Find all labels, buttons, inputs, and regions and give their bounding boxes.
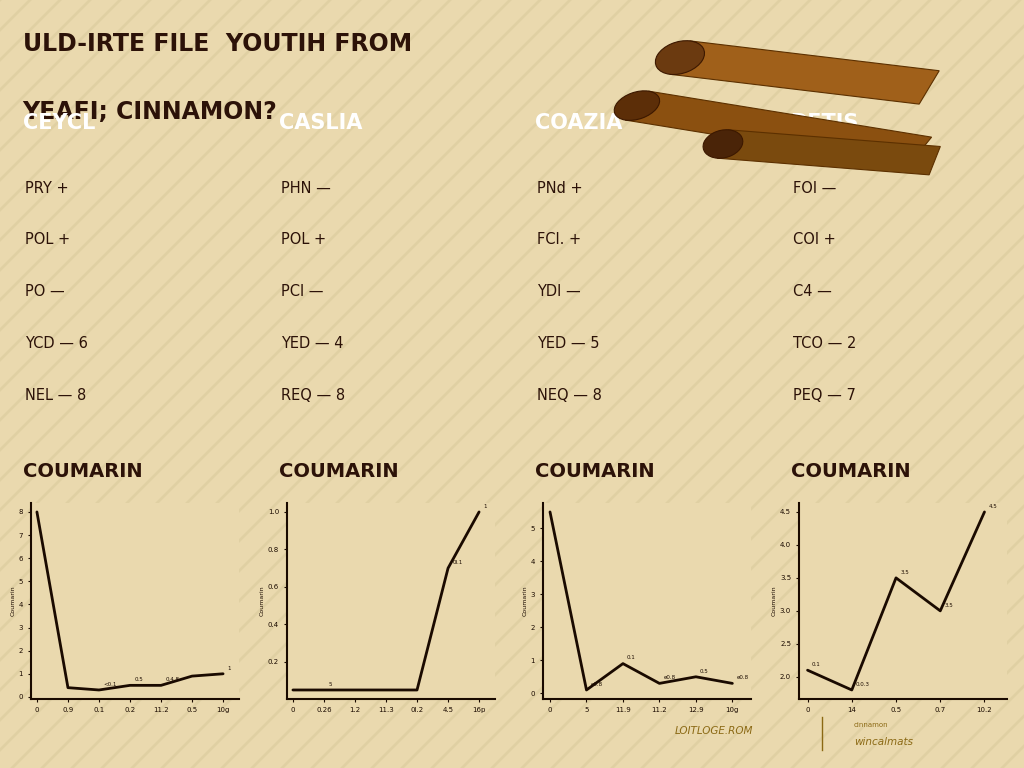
Text: TCO — 2: TCO — 2 <box>793 336 856 351</box>
Text: COUMARIN: COUMARIN <box>535 462 654 481</box>
Y-axis label: Coumarin: Coumarin <box>260 586 265 616</box>
Text: COUMARIN: COUMARIN <box>279 462 398 481</box>
Text: FCl. +: FCl. + <box>537 233 582 247</box>
Y-axis label: Coumarin: Coumarin <box>523 586 527 616</box>
Text: 3.5: 3.5 <box>900 570 909 574</box>
Text: COUMARIN: COUMARIN <box>791 462 910 481</box>
Text: 0.5: 0.5 <box>134 677 143 682</box>
Ellipse shape <box>614 91 659 121</box>
Y-axis label: Coumarin: Coumarin <box>11 586 15 616</box>
Text: 0l.1: 0l.1 <box>453 560 463 565</box>
Text: e0.8: e0.8 <box>591 682 603 687</box>
Text: wincalmats: wincalmats <box>854 737 913 746</box>
Text: REQ — 8: REQ — 8 <box>281 388 345 403</box>
Text: POL +: POL + <box>281 233 327 247</box>
Text: cinnamon: cinnamon <box>854 723 889 728</box>
Text: 1: 1 <box>483 504 486 508</box>
Text: COAZIA: COAZIA <box>535 113 622 133</box>
Text: NEQ — 8: NEQ — 8 <box>537 388 602 403</box>
Text: C4 —: C4 — <box>793 284 831 300</box>
Text: 0.4.8: 0.4.8 <box>165 677 179 682</box>
Text: 0.1: 0.1 <box>627 655 636 660</box>
Text: ULD-IRTE FILE  YOUTIH FROM: ULD-IRTE FILE YOUTIH FROM <box>23 32 412 56</box>
Text: PHN —: PHN — <box>281 180 331 196</box>
Text: e0.8: e0.8 <box>664 675 676 680</box>
Text: YED — 5: YED — 5 <box>537 336 599 351</box>
Text: CASLIA: CASLIA <box>279 113 361 133</box>
Text: NEL — 8: NEL — 8 <box>25 388 86 403</box>
Text: PEQ — 7: PEQ — 7 <box>793 388 856 403</box>
Text: YDI —: YDI — <box>537 284 581 300</box>
Text: <0.1: <0.1 <box>103 682 117 687</box>
Text: PCl —: PCl — <box>281 284 324 300</box>
Text: COUMARIN: COUMARIN <box>23 462 142 481</box>
Ellipse shape <box>655 41 705 74</box>
Text: DETIS: DETIS <box>791 113 859 133</box>
Text: 0.1: 0.1 <box>812 662 820 667</box>
Polygon shape <box>718 130 940 175</box>
Text: e0.8: e0.8 <box>736 675 749 680</box>
Text: YCD — 6: YCD — 6 <box>25 336 88 351</box>
Text: 4.5: 4.5 <box>988 504 997 508</box>
Text: YED — 4: YED — 4 <box>281 336 343 351</box>
Text: CEYCL: CEYCL <box>23 113 95 133</box>
Text: PO —: PO — <box>25 284 65 300</box>
Polygon shape <box>670 41 939 104</box>
Text: 3.5: 3.5 <box>944 603 953 607</box>
Text: YEAFI; CINNAMON?: YEAFI; CINNAMON? <box>23 100 278 124</box>
Text: 0.0.3: 0.0.3 <box>856 682 870 687</box>
Text: LOITLOGE.ROM: LOITLOGE.ROM <box>674 726 753 736</box>
Text: 5: 5 <box>328 682 332 687</box>
Polygon shape <box>626 91 932 166</box>
Text: COl +: COl + <box>793 233 836 247</box>
Text: FOl —: FOl — <box>793 180 837 196</box>
Text: 0.5: 0.5 <box>700 669 709 674</box>
Text: 1: 1 <box>227 666 230 670</box>
Text: POL +: POL + <box>25 233 71 247</box>
Ellipse shape <box>703 130 742 158</box>
Y-axis label: Coumarin: Coumarin <box>772 586 777 616</box>
Text: PRY +: PRY + <box>25 180 69 196</box>
Text: PNd +: PNd + <box>537 180 583 196</box>
